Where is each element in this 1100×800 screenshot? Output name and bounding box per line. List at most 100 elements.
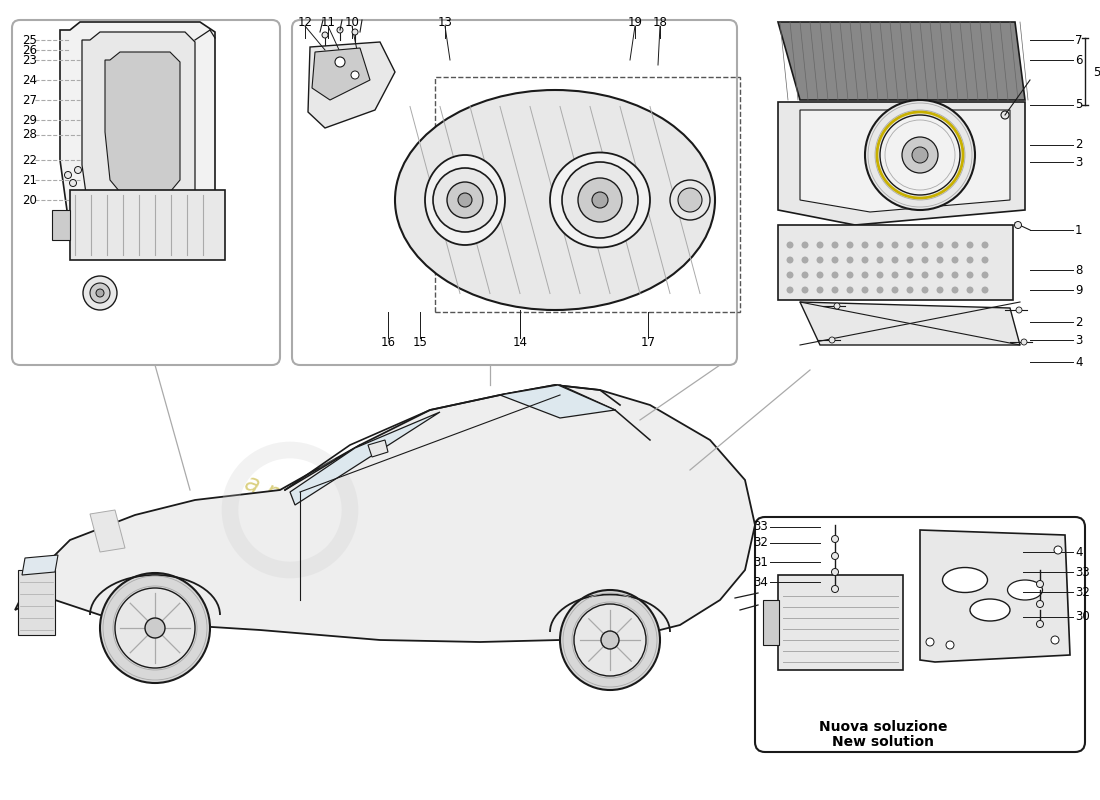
- Text: 20: 20: [22, 194, 37, 206]
- Circle shape: [802, 242, 808, 249]
- Circle shape: [1016, 307, 1022, 313]
- Circle shape: [981, 271, 989, 278]
- Circle shape: [847, 286, 854, 294]
- Circle shape: [832, 553, 838, 559]
- Circle shape: [952, 242, 958, 249]
- Circle shape: [816, 271, 824, 278]
- Circle shape: [936, 286, 944, 294]
- Circle shape: [967, 257, 974, 263]
- Circle shape: [981, 286, 989, 294]
- Circle shape: [834, 303, 840, 309]
- Text: a passion for parts since...: a passion for parts since...: [241, 470, 539, 610]
- Ellipse shape: [550, 153, 650, 247]
- Circle shape: [447, 182, 483, 218]
- Text: 14: 14: [513, 335, 528, 349]
- Circle shape: [891, 257, 899, 263]
- Circle shape: [802, 286, 808, 294]
- Text: 33: 33: [1075, 566, 1090, 578]
- Circle shape: [847, 242, 854, 249]
- Circle shape: [902, 137, 938, 173]
- Text: 31: 31: [754, 555, 768, 569]
- Circle shape: [678, 188, 702, 212]
- Bar: [52, 210, 70, 240]
- Ellipse shape: [425, 155, 505, 245]
- Circle shape: [802, 257, 808, 263]
- Circle shape: [832, 569, 838, 575]
- Circle shape: [433, 168, 497, 232]
- Circle shape: [861, 257, 869, 263]
- Text: 8: 8: [1075, 263, 1082, 277]
- Circle shape: [337, 27, 343, 33]
- Circle shape: [829, 337, 835, 343]
- Circle shape: [861, 286, 869, 294]
- Polygon shape: [312, 48, 370, 100]
- Circle shape: [69, 179, 77, 186]
- Circle shape: [90, 283, 110, 303]
- Text: 17: 17: [640, 335, 656, 349]
- Ellipse shape: [943, 567, 988, 593]
- Polygon shape: [90, 510, 125, 552]
- Circle shape: [351, 71, 359, 79]
- FancyBboxPatch shape: [12, 20, 280, 365]
- Circle shape: [952, 286, 958, 294]
- Circle shape: [1036, 581, 1044, 587]
- Circle shape: [922, 242, 928, 249]
- Circle shape: [1036, 601, 1044, 607]
- Circle shape: [981, 242, 989, 249]
- Circle shape: [96, 289, 104, 297]
- Circle shape: [861, 271, 869, 278]
- Circle shape: [560, 590, 660, 690]
- Text: 5: 5: [1093, 66, 1100, 78]
- Text: 3: 3: [1075, 334, 1082, 346]
- Circle shape: [967, 242, 974, 249]
- Ellipse shape: [1008, 580, 1043, 600]
- Ellipse shape: [970, 599, 1010, 621]
- Circle shape: [670, 180, 710, 220]
- Polygon shape: [800, 110, 1010, 212]
- Text: 5: 5: [1075, 98, 1082, 111]
- Polygon shape: [22, 555, 58, 575]
- Polygon shape: [18, 570, 55, 635]
- Circle shape: [322, 32, 328, 38]
- Circle shape: [926, 638, 934, 646]
- Circle shape: [574, 604, 646, 676]
- Circle shape: [816, 257, 824, 263]
- Text: 19: 19: [627, 15, 642, 29]
- Text: 9: 9: [1075, 283, 1082, 297]
- Circle shape: [786, 286, 793, 294]
- Circle shape: [891, 271, 899, 278]
- Circle shape: [981, 257, 989, 263]
- Bar: [763, 600, 779, 645]
- Text: 26: 26: [22, 43, 37, 57]
- Text: New solution: New solution: [832, 735, 934, 749]
- Text: 7: 7: [1075, 34, 1082, 46]
- Circle shape: [816, 242, 824, 249]
- Polygon shape: [500, 385, 615, 418]
- Text: 24: 24: [22, 74, 37, 86]
- Text: 22: 22: [22, 154, 37, 166]
- Circle shape: [786, 257, 793, 263]
- Text: Nuova soluzione: Nuova soluzione: [818, 720, 947, 734]
- Circle shape: [922, 286, 928, 294]
- Text: 2: 2: [1075, 138, 1082, 151]
- Text: 3: 3: [1075, 155, 1082, 169]
- Text: 10: 10: [344, 15, 360, 29]
- Circle shape: [82, 276, 117, 310]
- Bar: [778, 575, 903, 670]
- Text: 32: 32: [1075, 586, 1090, 598]
- Text: 15: 15: [412, 335, 428, 349]
- Circle shape: [922, 271, 928, 278]
- Circle shape: [877, 257, 883, 263]
- Circle shape: [847, 271, 854, 278]
- Circle shape: [832, 257, 838, 263]
- Circle shape: [786, 271, 793, 278]
- Circle shape: [880, 115, 960, 195]
- Circle shape: [906, 271, 913, 278]
- Polygon shape: [368, 440, 388, 457]
- Circle shape: [936, 257, 944, 263]
- Bar: [70, 190, 226, 260]
- Circle shape: [1001, 111, 1009, 119]
- Circle shape: [936, 271, 944, 278]
- Polygon shape: [778, 102, 1025, 225]
- Circle shape: [922, 257, 928, 263]
